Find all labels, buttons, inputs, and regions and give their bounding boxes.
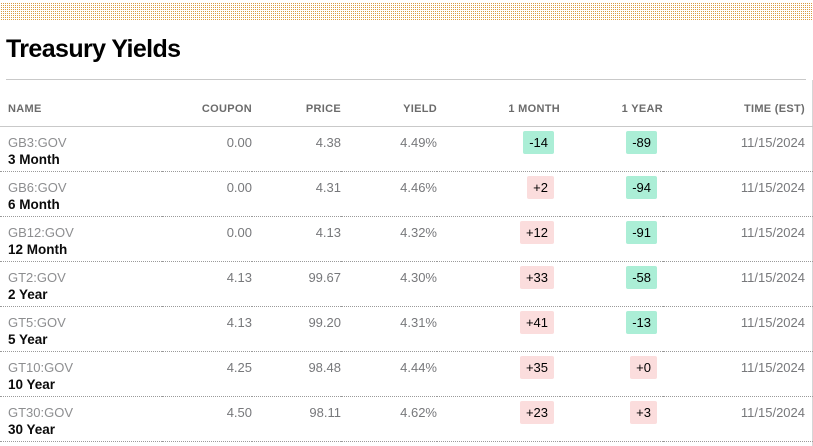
one-year-change-chip: +0 (630, 356, 657, 379)
security-name: 30 Year (8, 422, 56, 437)
treasury-yields-table-section: NAME COUPON PRICE YIELD 1 MONTH 1 YEAR T… (0, 80, 813, 446)
ticker-link[interactable]: GT2:GOV (8, 270, 66, 285)
name-cell: GT30:GOV 30 Year (0, 396, 162, 442)
yield-cell: 4.44% (341, 351, 437, 397)
one-year-change-chip: -58 (626, 266, 657, 289)
coupon-cell: 4.25 (162, 351, 252, 397)
coupon-cell: 4.50 (162, 396, 252, 442)
coupon-cell: 4.13 (162, 261, 252, 307)
time-cell: 11/15/2024 (663, 216, 813, 262)
one-year-change-chip: -89 (626, 131, 657, 154)
table-row: GB3:GOV 3 Month 0.00 4.38 4.49% -14 -89 … (0, 126, 813, 172)
one-month-change-chip: +12 (519, 221, 554, 244)
yield-cell: 4.30% (341, 261, 437, 307)
ticker-link[interactable]: GT30:GOV (8, 405, 74, 420)
ticker-link[interactable]: GB6:GOV (8, 180, 67, 195)
table-header: NAME COUPON PRICE YIELD 1 MONTH 1 YEAR T… (0, 80, 813, 127)
time-cell: 11/15/2024 (663, 396, 813, 442)
price-cell: 4.38 (252, 126, 341, 172)
name-cell: GT2:GOV 2 Year (0, 261, 162, 307)
column-header-1month: 1 MONTH (437, 80, 560, 127)
coupon-cell: 0.00 (162, 126, 252, 172)
table-row: GT5:GOV 5 Year 4.13 99.20 4.31% +41 -13 … (0, 306, 813, 352)
one-year-cell: -94 (560, 171, 663, 217)
time-cell: 11/15/2024 (663, 351, 813, 397)
price-cell: 99.20 (252, 306, 341, 352)
column-header-time: TIME (EST) (663, 80, 813, 127)
table-row: GT30:GOV 30 Year 4.50 98.11 4.62% +23 +3… (0, 396, 813, 442)
halftone-dot-band (0, 3, 813, 21)
price-cell: 98.11 (252, 396, 341, 442)
one-year-change-chip: -91 (626, 221, 657, 244)
security-name: 2 Year (8, 287, 48, 302)
one-month-cell: +41 (437, 306, 560, 352)
one-month-change-chip: -14 (523, 131, 554, 154)
coupon-cell: 4.13 (162, 306, 252, 352)
one-month-cell: +2 (437, 171, 560, 217)
one-month-change-chip: +23 (519, 401, 554, 424)
treasury-yields-table: NAME COUPON PRICE YIELD 1 MONTH 1 YEAR T… (0, 80, 813, 442)
price-cell: 4.31 (252, 171, 341, 217)
one-month-cell: +12 (437, 216, 560, 262)
ticker-link[interactable]: GB3:GOV (8, 135, 67, 150)
price-cell: 99.67 (252, 261, 341, 307)
yield-cell: 4.49% (341, 126, 437, 172)
column-header-name: NAME (0, 80, 162, 127)
table-row: GT2:GOV 2 Year 4.13 99.67 4.30% +33 -58 … (0, 261, 813, 307)
yield-cell: 4.32% (341, 216, 437, 262)
table-row: GT10:GOV 10 Year 4.25 98.48 4.44% +35 +0… (0, 351, 813, 397)
divider (6, 79, 806, 80)
time-cell: 11/15/2024 (663, 306, 813, 352)
yield-cell: 4.62% (341, 396, 437, 442)
one-year-cell: -13 (560, 306, 663, 352)
one-month-cell: +23 (437, 396, 560, 442)
column-header-yield: YIELD (341, 80, 437, 127)
name-cell: GT10:GOV 10 Year (0, 351, 162, 397)
price-cell: 98.48 (252, 351, 341, 397)
table-row: GB12:GOV 12 Month 0.00 4.13 4.32% +12 -9… (0, 216, 813, 262)
column-header-1year: 1 YEAR (560, 80, 663, 127)
one-year-cell: -58 (560, 261, 663, 307)
one-month-change-chip: +41 (519, 311, 554, 334)
name-cell: GB3:GOV 3 Month (0, 126, 162, 172)
one-month-cell: -14 (437, 126, 560, 172)
one-month-cell: +35 (437, 351, 560, 397)
one-year-change-chip: -94 (626, 176, 657, 199)
one-year-change-chip: -13 (626, 311, 657, 334)
ticker-link[interactable]: GB12:GOV (8, 225, 74, 240)
one-year-cell: +3 (560, 396, 663, 442)
one-year-change-chip: +3 (630, 401, 657, 424)
column-header-coupon: COUPON (162, 80, 252, 127)
table-header-row: NAME COUPON PRICE YIELD 1 MONTH 1 YEAR T… (0, 80, 813, 127)
one-year-cell: -91 (560, 216, 663, 262)
security-name: 5 Year (8, 332, 48, 347)
time-cell: 11/15/2024 (663, 261, 813, 307)
name-cell: GB12:GOV 12 Month (0, 216, 162, 262)
yield-cell: 4.46% (341, 171, 437, 217)
coupon-cell: 0.00 (162, 171, 252, 217)
time-cell: 11/15/2024 (663, 171, 813, 217)
security-name: 3 Month (8, 152, 60, 167)
column-header-price: PRICE (252, 80, 341, 127)
one-month-change-chip: +33 (519, 266, 554, 289)
time-cell: 11/15/2024 (663, 126, 813, 172)
name-cell: GT5:GOV 5 Year (0, 306, 162, 352)
one-year-cell: +0 (560, 351, 663, 397)
security-name: 12 Month (8, 242, 68, 257)
one-month-change-chip: +2 (527, 176, 554, 199)
name-cell: GB6:GOV 6 Month (0, 171, 162, 217)
page-title: Treasury Yields (6, 35, 181, 63)
yield-cell: 4.31% (341, 306, 437, 352)
one-month-cell: +33 (437, 261, 560, 307)
price-cell: 4.13 (252, 216, 341, 262)
security-name: 10 Year (8, 377, 56, 392)
ticker-link[interactable]: GT5:GOV (8, 315, 66, 330)
security-name: 6 Month (8, 197, 60, 212)
coupon-cell: 0.00 (162, 216, 252, 262)
one-year-cell: -89 (560, 126, 663, 172)
one-month-change-chip: +35 (519, 356, 554, 379)
ticker-link[interactable]: GT10:GOV (8, 360, 74, 375)
table-row: GB6:GOV 6 Month 0.00 4.31 4.46% +2 -94 1… (0, 171, 813, 217)
